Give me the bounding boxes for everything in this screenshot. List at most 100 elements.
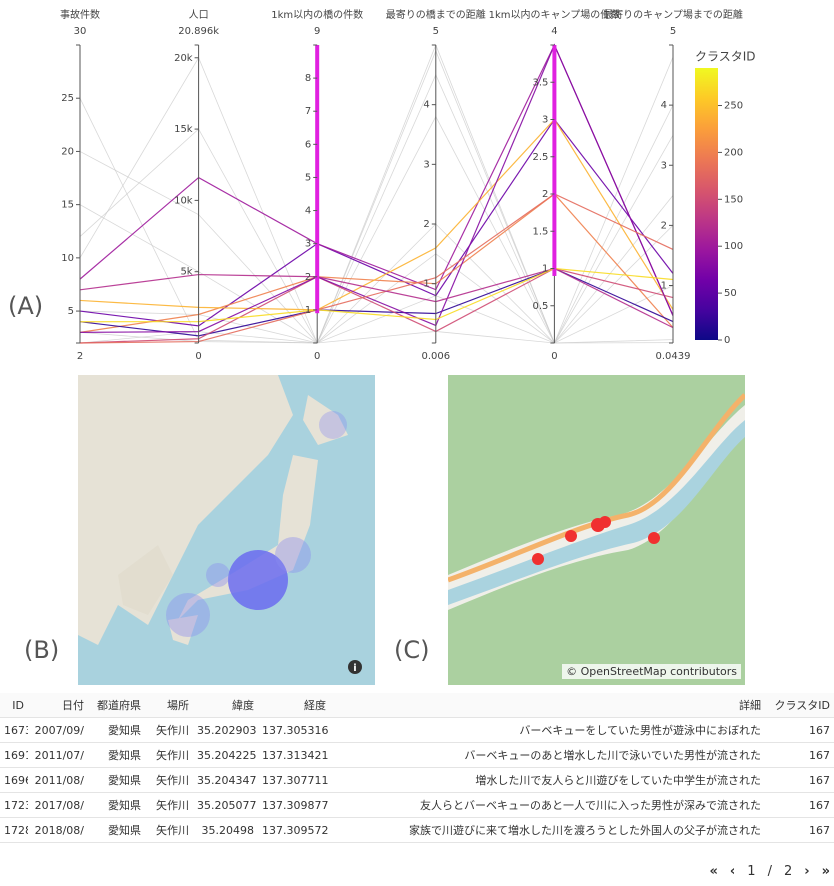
first-page[interactable]: «	[710, 864, 718, 879]
table-cell: 1723	[0, 793, 28, 818]
tick-label: 3	[661, 160, 667, 171]
tick-label: 5	[305, 172, 311, 183]
table-cell: 矢作川	[145, 768, 193, 793]
column-header: 都道府県	[88, 693, 145, 718]
tick-label: 2	[305, 272, 311, 283]
tick-label: 1.5	[532, 226, 548, 237]
data-line	[80, 45, 673, 316]
attribution: © OpenStreetMap contributors	[562, 664, 741, 679]
colorbar-tick-label: 200	[724, 147, 743, 158]
tick-label: 10k	[174, 195, 193, 206]
tick-label: 5	[68, 306, 74, 317]
table-cell: 家族で川遊びに来て増水した川を渡ろうとした外国人の父子が流された	[330, 818, 765, 843]
data-line	[80, 129, 673, 343]
table-cell: 友人らとバーベキューのあと一人で川に入った男性が深みで流された	[330, 793, 765, 818]
table-cell: 1673	[0, 718, 28, 743]
tick-label: 4	[423, 100, 429, 111]
tick-label: 7	[305, 106, 311, 117]
table-cell: 愛知県	[88, 768, 145, 793]
page: 事故件数230510152025人口020.896k5k10k15k20k1km…	[0, 0, 834, 886]
constraint-range	[315, 45, 319, 313]
range-label: 0.0439	[656, 351, 691, 362]
tick-label: 1	[661, 281, 667, 292]
column-header: 詳細	[330, 693, 765, 718]
table-cell: 167	[765, 793, 834, 818]
table-cell: 矢作川	[145, 743, 193, 768]
table-cell: 35.202903	[193, 718, 258, 743]
tick-label: 1	[305, 305, 311, 316]
range-label: 30	[74, 26, 87, 37]
table-cell: 矢作川	[145, 718, 193, 743]
table-row: 17282018/08/愛知県矢作川35.20498137.309572家族で川…	[0, 818, 834, 843]
constraint-range	[552, 45, 556, 276]
tick-label: 4	[305, 206, 311, 217]
range-label: 0	[314, 351, 320, 362]
tick-label: 10	[61, 253, 74, 264]
table-cell: 167	[765, 818, 834, 843]
range-label: 4	[551, 26, 557, 37]
data-line	[80, 105, 673, 343]
table-cell: バーベキューのあと増水した川で泳いでいた男性が流された	[330, 743, 765, 768]
colorbar-tick-label: 0	[724, 335, 730, 346]
table-cell: 137.309877	[258, 793, 330, 818]
table-cell: 2018/08/	[28, 818, 88, 843]
table-cell: 137.313421	[258, 743, 330, 768]
column-header: クラスタID	[765, 693, 834, 718]
table-cell: 167	[765, 743, 834, 768]
table-row: 16912011/07/愛知県矢作川35.204225137.313421バーベ…	[0, 743, 834, 768]
table-row: 17232017/08/愛知県矢作川35.205077137.309877友人ら…	[0, 793, 834, 818]
table-cell: 2011/08/	[28, 768, 88, 793]
map-japan: i	[78, 375, 375, 685]
column-header: 経度	[258, 693, 330, 718]
table-cell: 1728	[0, 818, 28, 843]
range-label: 5	[433, 26, 439, 37]
total-pages: 2	[784, 864, 792, 879]
table-cell: 矢作川	[145, 793, 193, 818]
colorbar-title: クラスタID	[695, 50, 756, 64]
tick-label: 0.5	[532, 301, 548, 312]
tick-label: 2	[542, 189, 548, 200]
table-cell: 1691	[0, 743, 28, 768]
data-line	[80, 120, 673, 326]
table-cell: バーベキューをしていた男性が遊泳中におぼれた	[330, 718, 765, 743]
table-row: 16962011/08/愛知県矢作川35.204347137.307711増水し…	[0, 768, 834, 793]
table-cell: 167	[765, 718, 834, 743]
colorbar-tick-label: 150	[724, 194, 743, 205]
table-cell: 35.205077	[193, 793, 258, 818]
axis-title: 最寄りのキャンプ場までの距離	[603, 8, 743, 21]
last-page[interactable]: »	[822, 864, 830, 879]
range-label: 0	[551, 351, 557, 362]
tick-label: 2	[423, 219, 429, 230]
table-cell: 167	[765, 768, 834, 793]
prev-page[interactable]: ‹	[730, 864, 735, 879]
current-page: 1	[747, 864, 755, 879]
table-cell: 35.204347	[193, 768, 258, 793]
range-label: 0	[195, 351, 201, 362]
parcoords-chart: 事故件数230510152025人口020.896k5k10k15k20k1km…	[0, 0, 834, 368]
column-header: ID	[0, 693, 28, 718]
tick-label: 15k	[174, 124, 193, 135]
table-cell: 2007/09/	[28, 718, 88, 743]
colorbar-tick-label: 250	[724, 101, 743, 112]
table-cell: 愛知県	[88, 818, 145, 843]
table-cell: 35.204225	[193, 743, 258, 768]
tick-label: 6	[305, 139, 311, 150]
svg-text:i: i	[353, 663, 356, 674]
column-header: 場所	[145, 693, 193, 718]
tick-label: 1	[423, 279, 429, 290]
axis-title: 最寄りの橋までの距離	[386, 8, 486, 21]
table-cell: 愛知県	[88, 718, 145, 743]
table-cell: 137.309572	[258, 818, 330, 843]
tick-label: 2.5	[532, 152, 548, 163]
column-header: 日付	[28, 693, 88, 718]
colorbar	[695, 68, 718, 340]
tick-label: 1	[542, 264, 548, 275]
table-row: 16732007/09/愛知県矢作川35.202903137.305316バーベ…	[0, 718, 834, 743]
tick-label: 3	[542, 115, 548, 126]
map-local: © OpenStreetMap contributors	[448, 375, 745, 685]
tick-label: 20k	[174, 53, 193, 64]
data-line	[80, 75, 673, 343]
range-label: 2	[77, 351, 83, 362]
next-page[interactable]: ›	[804, 864, 809, 879]
